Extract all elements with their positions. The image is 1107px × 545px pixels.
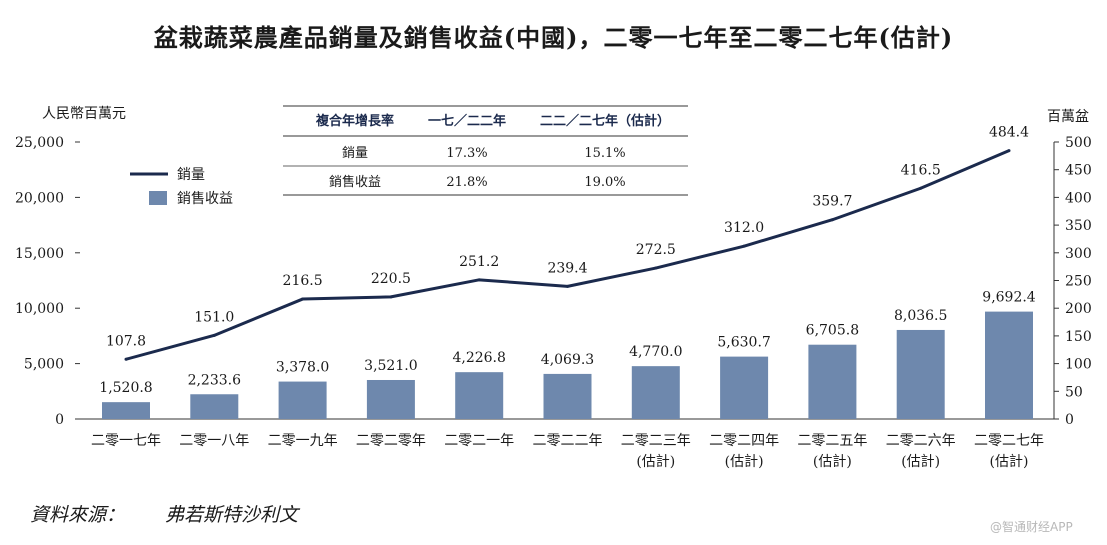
cagr-table-header: 複合年增長率 (315, 113, 394, 129)
volume-point (389, 295, 393, 299)
revenue-bar (278, 381, 327, 419)
x-category-label: (估計) (813, 454, 852, 470)
revenue-bar (896, 329, 945, 419)
right-y-tick-label: 300 (1065, 246, 1092, 262)
x-category-label: 二零二五年 (797, 433, 867, 449)
right-y-tick-label: 400 (1065, 190, 1092, 206)
x-category-label: 二零二一年 (444, 433, 514, 449)
right-y-tick-label: 150 (1065, 329, 1092, 345)
cagr-table-header: 一七／二二年 (428, 113, 506, 129)
volume-point-label: 151.0 (194, 309, 234, 325)
right-y-tick-label: 100 (1065, 357, 1092, 373)
volume-point (742, 244, 746, 248)
legend-bar-label: 銷售收益 (177, 191, 233, 207)
legend-line-label: 銷量 (177, 167, 205, 183)
revenue-bar (102, 402, 150, 419)
right-axis-unit-label: 百萬盆 (1047, 109, 1089, 125)
x-category-label: 二零二六年 (886, 433, 956, 449)
revenue-bar (720, 356, 769, 419)
right-y-tick-label: 450 (1065, 163, 1092, 179)
cagr-table-cell: 19.0% (584, 175, 625, 190)
volume-point (1007, 149, 1011, 153)
x-category-label: 二零一八年 (179, 433, 249, 449)
revenue-bar-label: 2,233.6 (188, 372, 242, 388)
left-y-tick-label: 25,000 (15, 135, 64, 151)
right-y-tick-label: 350 (1065, 218, 1092, 234)
x-category-label: (估計) (636, 454, 675, 470)
cagr-table-row-label: 銷量 (342, 145, 368, 161)
volume-point (654, 266, 658, 270)
revenue-bar (543, 373, 592, 419)
cagr-table-cell: 21.8% (446, 175, 487, 190)
chart-title: 盆栽蔬菜農產品銷量及銷售收益(中國)，二零一七年至二零二七年(估計) (153, 23, 954, 52)
volume-point (477, 278, 481, 282)
revenue-bar-label: 4,226.8 (452, 350, 505, 366)
revenue-bar (455, 372, 504, 419)
volume-point-label: 416.5 (901, 162, 941, 178)
volume-point (566, 284, 569, 288)
source-label: 資料來源： (30, 504, 126, 526)
legend-bar-swatch (149, 191, 167, 205)
revenue-bar-label: 4,069.3 (541, 352, 594, 368)
volume-point (212, 333, 216, 337)
left-y-tick-label: 20,000 (15, 190, 64, 206)
volume-point (124, 357, 128, 361)
left-y-tick-label: 0 (55, 412, 64, 428)
left-y-tick-label: 10,000 (15, 301, 64, 317)
volume-point-label: 220.5 (371, 271, 411, 287)
right-y-tick-label: 200 (1065, 301, 1092, 317)
volume-point (301, 297, 305, 301)
revenue-bar-label: 6,705.8 (806, 323, 859, 339)
x-category-label: 二零二四年 (709, 433, 779, 449)
revenue-bar-label: 8,036.5 (894, 308, 947, 324)
revenue-bar-label: 4,770.0 (629, 344, 682, 360)
revenue-bar-label: 3,521.0 (364, 358, 417, 374)
x-category-label: 二零一七年 (91, 433, 161, 449)
volume-line (125, 149, 1010, 361)
volume-point-label: 107.8 (106, 333, 146, 349)
cagr-table-header: 二二／二七年（估計） (540, 113, 670, 129)
x-category-label: 二零一九年 (268, 433, 338, 449)
watermark: @智通财经APP (990, 520, 1073, 534)
volume-point (919, 186, 923, 190)
volume-point-label: 251.2 (459, 254, 499, 270)
revenue-bar (985, 311, 1033, 419)
volume-point-label: 359.7 (812, 194, 852, 210)
revenue-bar-label: 9,692.4 (982, 290, 1036, 306)
source-value: 弗若斯特沙利文 (165, 504, 299, 526)
cagr-table-row-label: 銷售收益 (329, 174, 381, 190)
left-y-tick-label: 5,000 (24, 357, 64, 373)
x-category-label: (估計) (990, 454, 1029, 470)
revenue-bar-label: 3,378.0 (276, 360, 329, 376)
revenue-bar (631, 366, 680, 419)
revenue-bar (366, 379, 415, 419)
x-category-label: (估計) (725, 454, 764, 470)
revenue-bar-label: 1,520.8 (99, 380, 152, 396)
volume-point (830, 218, 834, 222)
volume-point-label: 484.4 (989, 125, 1029, 141)
volume-point-label: 216.5 (283, 273, 323, 289)
volume-point-label: 272.5 (636, 242, 676, 258)
right-y-tick-label: 250 (1065, 274, 1092, 290)
x-category-label: (估計) (901, 454, 940, 470)
volume-point-label: 239.4 (547, 260, 587, 276)
x-category-label: 二零二零年 (356, 433, 426, 449)
revenue-bar (808, 344, 857, 419)
revenue-bar (190, 394, 239, 419)
cagr-table-cell: 17.3% (446, 146, 487, 161)
left-axis-unit-label: 人民幣百萬元 (42, 106, 126, 122)
left-y-tick-label: 15,000 (15, 246, 64, 262)
volume-point-label: 312.0 (724, 220, 764, 236)
right-y-tick-label: 500 (1065, 135, 1092, 151)
revenue-bar-label: 5,630.7 (717, 335, 770, 351)
cagr-table-cell: 15.1% (584, 146, 625, 161)
right-y-tick-label: 0 (1065, 412, 1074, 428)
x-category-label: 二零二二年 (533, 433, 603, 449)
source-note: 資料來源： 弗若斯特沙利文 (30, 500, 298, 527)
x-category-label: 二零二七年 (974, 433, 1044, 449)
x-category-label: 二零二三年 (621, 433, 691, 449)
right-y-tick-label: 50 (1065, 384, 1083, 400)
